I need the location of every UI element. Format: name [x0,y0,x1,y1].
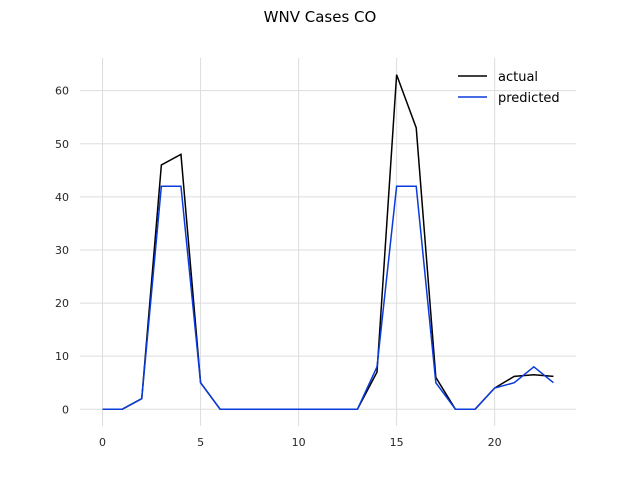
y-tick-label: 0 [62,403,69,416]
x-tick-label: 0 [99,436,106,449]
series-line-predicted [102,185,554,411]
legend-label-actual: actual [498,70,538,85]
chart-title: WNV Cases CO [264,8,377,26]
tick-labels: 0 5 10 15 20 0 10 20 30 40 50 60 [55,85,502,449]
series-line-actual [102,74,554,411]
legend-label-predicted: predicted [498,91,560,106]
y-tick-label: 30 [55,244,69,257]
x-tick-label: 15 [390,436,404,449]
series-lines [102,74,554,411]
y-tick-label: 50 [55,138,69,151]
y-tick-label: 60 [55,85,69,98]
legend: actual predicted [458,70,560,106]
x-tick-label: 10 [292,436,306,449]
y-tick-label: 40 [55,191,69,204]
x-tick-label: 5 [197,436,204,449]
y-tick-label: 20 [55,297,69,310]
y-tick-label: 10 [55,350,69,363]
x-tick-label: 20 [488,436,502,449]
